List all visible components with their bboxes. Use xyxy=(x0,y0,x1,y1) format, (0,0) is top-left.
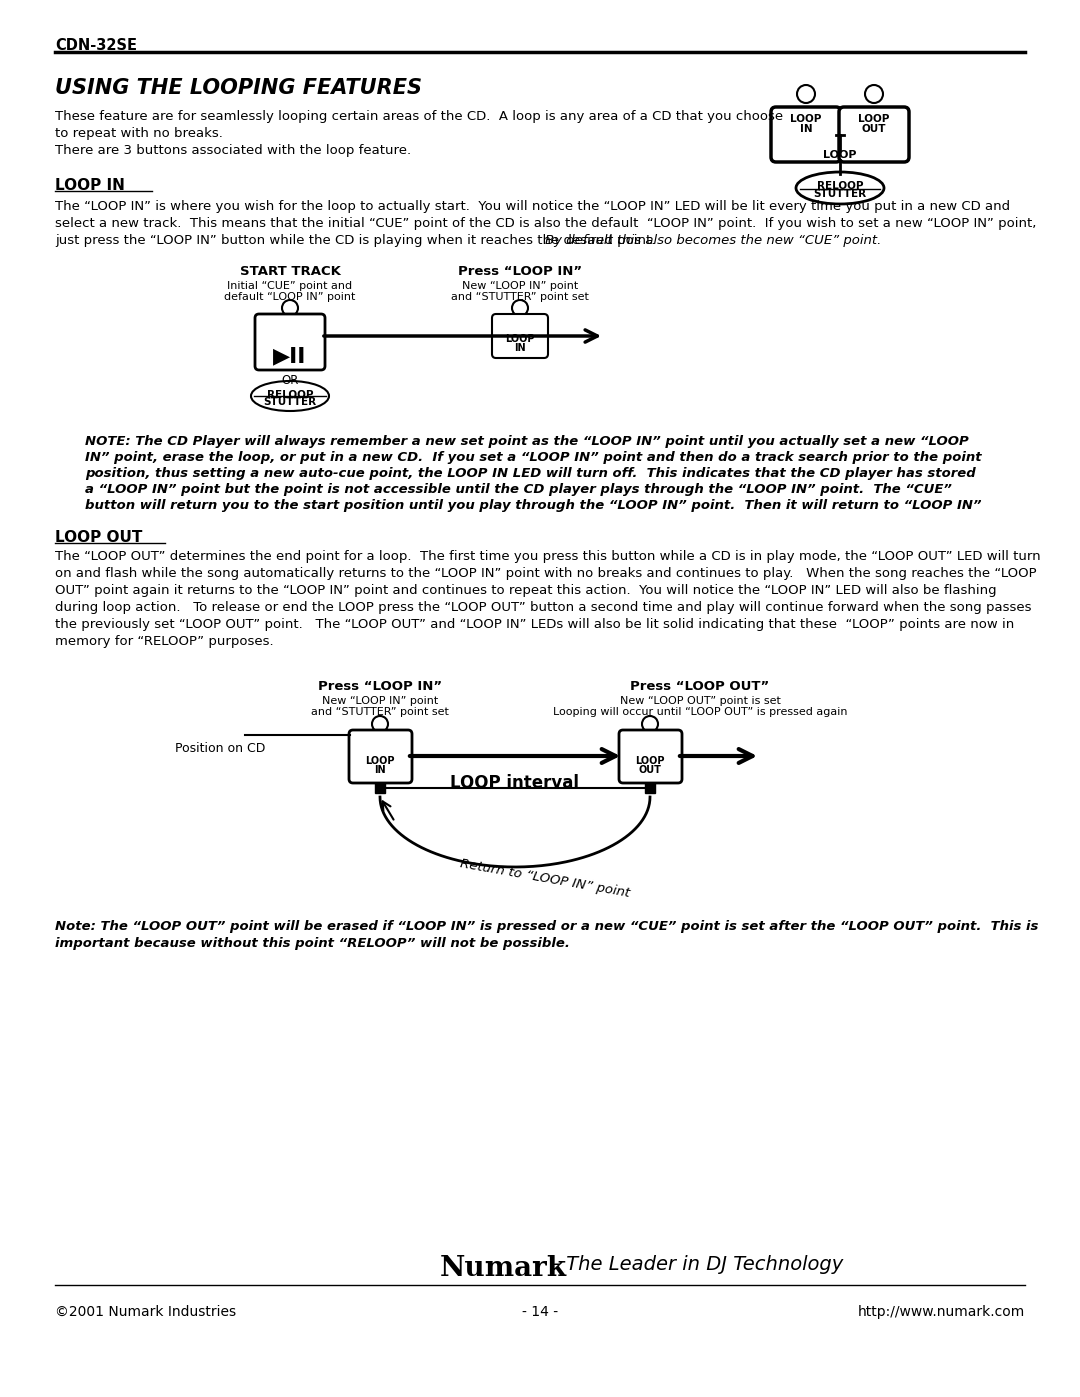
Text: Press “LOOP IN”: Press “LOOP IN” xyxy=(458,265,582,278)
Text: on and flash while the song automatically returns to the “LOOP IN” point with no: on and flash while the song automaticall… xyxy=(55,567,1037,580)
Text: START TRACK: START TRACK xyxy=(240,265,340,278)
Text: NOTE: The CD Player will always remember a new set point as the “LOOP IN” point : NOTE: The CD Player will always remember… xyxy=(85,434,969,448)
Text: By default this also becomes the new “CUE” point.: By default this also becomes the new “CU… xyxy=(545,235,881,247)
Text: to repeat with no breaks.: to repeat with no breaks. xyxy=(55,127,222,140)
Text: just press the “LOOP IN” button while the CD is playing when it reaches the desi: just press the “LOOP IN” button while th… xyxy=(55,235,664,247)
Text: and “STUTTER” point set: and “STUTTER” point set xyxy=(311,707,449,717)
Text: Note: The “LOOP OUT” point will be erased if “LOOP IN” is pressed or a new “CUE”: Note: The “LOOP OUT” point will be erase… xyxy=(55,921,1038,933)
Text: LOOP: LOOP xyxy=(823,149,856,161)
Text: LOOP OUT: LOOP OUT xyxy=(55,529,143,545)
Text: position, thus setting a new auto-cue point, the LOOP IN LED will turn off.  Thi: position, thus setting a new auto-cue po… xyxy=(85,467,975,481)
Text: LOOP IN: LOOP IN xyxy=(55,177,125,193)
FancyBboxPatch shape xyxy=(492,314,548,358)
Text: LOOP: LOOP xyxy=(859,115,890,124)
Text: Numark: Numark xyxy=(440,1255,567,1282)
Text: RELOOP: RELOOP xyxy=(816,182,863,191)
Text: OR: OR xyxy=(281,374,299,387)
Text: New “LOOP IN” point: New “LOOP IN” point xyxy=(462,281,578,291)
Text: IN” point, erase the loop, or put in a new CD.  If you set a “LOOP IN” point and: IN” point, erase the loop, or put in a n… xyxy=(85,451,982,464)
Text: STUTTER: STUTTER xyxy=(813,189,866,198)
Text: OUT: OUT xyxy=(862,124,887,134)
Text: OUT: OUT xyxy=(638,766,661,775)
Text: the previously set “LOOP OUT” point.   The “LOOP OUT” and “LOOP IN” LEDs will al: the previously set “LOOP OUT” point. The… xyxy=(55,617,1014,631)
Text: button will return you to the start position until you play through the “LOOP IN: button will return you to the start posi… xyxy=(85,499,982,511)
Text: STUTTER: STUTTER xyxy=(264,397,316,407)
Text: The “LOOP OUT” determines the end point for a loop.  The first time you press th: The “LOOP OUT” determines the end point … xyxy=(55,550,1041,563)
Text: New “LOOP OUT” point is set: New “LOOP OUT” point is set xyxy=(620,696,781,705)
FancyBboxPatch shape xyxy=(255,314,325,370)
Text: important because without this point “RELOOP” will not be possible.: important because without this point “RE… xyxy=(55,937,570,950)
Text: ▶II: ▶II xyxy=(273,346,307,366)
Text: IN: IN xyxy=(799,124,812,134)
Text: Position on CD: Position on CD xyxy=(175,742,266,754)
FancyBboxPatch shape xyxy=(839,108,909,162)
Text: memory for “RELOOP” purposes.: memory for “RELOOP” purposes. xyxy=(55,636,273,648)
Text: LOOP: LOOP xyxy=(505,334,535,344)
Text: USING THE LOOPING FEATURES: USING THE LOOPING FEATURES xyxy=(55,78,422,98)
FancyBboxPatch shape xyxy=(771,108,841,162)
Text: These feature are for seamlessly looping certain areas of the CD.  A loop is any: These feature are for seamlessly looping… xyxy=(55,110,783,123)
Text: There are 3 buttons associated with the loop feature.: There are 3 buttons associated with the … xyxy=(55,144,411,156)
Text: default “LOOP IN” point: default “LOOP IN” point xyxy=(225,292,355,302)
Text: RELOOP: RELOOP xyxy=(267,390,313,400)
Text: a “LOOP IN” point but the point is not accessible until the CD player plays thro: a “LOOP IN” point but the point is not a… xyxy=(85,483,951,496)
Text: The “LOOP IN” is where you wish for the loop to actually start.  You will notice: The “LOOP IN” is where you wish for the … xyxy=(55,200,1010,212)
Text: OUT” point again it returns to the “LOOP IN” point and continues to repeat this : OUT” point again it returns to the “LOOP… xyxy=(55,584,997,597)
Text: Press “LOOP IN”: Press “LOOP IN” xyxy=(318,680,442,693)
Text: CDN-32SE: CDN-32SE xyxy=(55,38,137,53)
Text: IN: IN xyxy=(514,344,526,353)
Text: Initial “CUE” point and: Initial “CUE” point and xyxy=(228,281,352,291)
Bar xyxy=(375,782,384,793)
Text: LOOP: LOOP xyxy=(365,756,395,766)
Text: - The Leader in DJ Technology: - The Leader in DJ Technology xyxy=(553,1255,843,1274)
FancyBboxPatch shape xyxy=(349,731,411,782)
Text: LOOP: LOOP xyxy=(635,756,665,766)
Text: during loop action.   To release or end the LOOP press the “LOOP OUT” button a s: during loop action. To release or end th… xyxy=(55,601,1031,615)
Text: - 14 -: - 14 - xyxy=(522,1305,558,1319)
Text: IN: IN xyxy=(374,766,386,775)
Text: ©2001 Numark Industries: ©2001 Numark Industries xyxy=(55,1305,237,1319)
Text: LOOP: LOOP xyxy=(791,115,822,124)
Text: LOOP interval: LOOP interval xyxy=(450,774,580,792)
Text: Press “LOOP OUT”: Press “LOOP OUT” xyxy=(631,680,770,693)
Text: New “LOOP IN” point: New “LOOP IN” point xyxy=(322,696,438,705)
Text: Looping will occur until “LOOP OUT” is pressed again: Looping will occur until “LOOP OUT” is p… xyxy=(553,707,847,717)
Text: and “STUTTER” point set: and “STUTTER” point set xyxy=(451,292,589,302)
Text: select a new track.  This means that the initial “CUE” point of the CD is also t: select a new track. This means that the … xyxy=(55,217,1037,231)
Text: http://www.numark.com: http://www.numark.com xyxy=(858,1305,1025,1319)
Text: Return to “LOOP IN” point: Return to “LOOP IN” point xyxy=(459,856,631,900)
Bar xyxy=(645,782,654,793)
FancyBboxPatch shape xyxy=(619,731,681,782)
